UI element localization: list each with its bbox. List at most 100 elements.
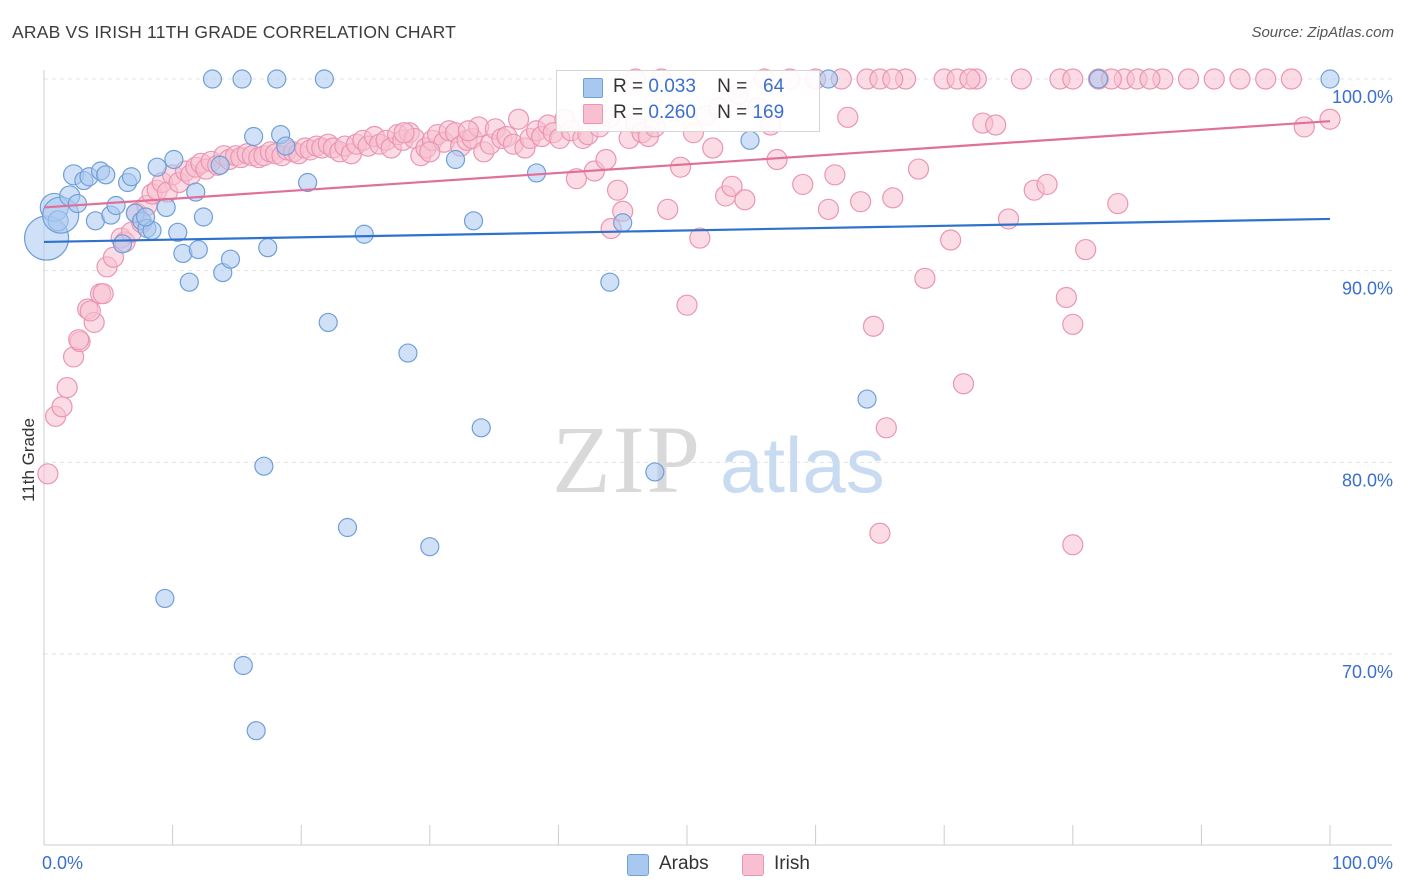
irish-point-128 — [837, 106, 859, 128]
arab-point-41 — [314, 69, 334, 89]
y-tick-labels: 70.0% 80.0% 90.0% 100.0% — [1332, 87, 1393, 682]
arab-point-44 — [354, 224, 374, 244]
y-axis-label: 11th Grade — [19, 418, 38, 502]
arab-point-39 — [276, 136, 296, 156]
irish-point-133 — [882, 187, 904, 209]
irish-point-118 — [734, 189, 756, 211]
irish-point-135 — [907, 158, 930, 180]
irish-point-149 — [1055, 286, 1077, 309]
arabs-n-value: 64 — [763, 76, 785, 97]
irish-point-145 — [1010, 68, 1032, 90]
irish-point-151 — [1075, 238, 1097, 261]
arabs-r-label: R = — [613, 76, 644, 97]
arab-point-35 — [244, 126, 264, 147]
irish-point-0 — [37, 463, 59, 485]
watermark-zip: ZIP — [552, 406, 702, 513]
irish-point-147 — [1036, 173, 1058, 196]
irish-point-157 — [1177, 68, 1200, 90]
arab-point-30 — [202, 69, 223, 89]
irish-point-106 — [657, 198, 679, 220]
irish-point-143 — [985, 114, 1007, 136]
series-arabs — [23, 69, 1340, 741]
axes — [43, 70, 1392, 846]
arab-point-63 — [740, 130, 760, 150]
arab-point-16 — [121, 167, 142, 187]
irish-point-111 — [689, 227, 711, 249]
irish-point-178 — [92, 283, 114, 305]
irish-point-179 — [79, 300, 101, 322]
irish-legend-label: Irish — [774, 853, 810, 874]
irish-point-109 — [676, 294, 698, 316]
arab-point-11 — [96, 165, 116, 185]
irish-point-123 — [792, 173, 814, 196]
arab-point-13 — [106, 195, 126, 216]
irish-point-158 — [1203, 68, 1225, 90]
arab-point-14 — [112, 234, 133, 254]
arab-point-6 — [67, 193, 88, 214]
irish-point-177 — [419, 141, 441, 163]
irish-point-140 — [952, 373, 975, 395]
arab-point-51 — [600, 272, 620, 292]
y-tick-label-70: 70.0% — [1342, 662, 1393, 682]
irish-point-126 — [824, 164, 846, 186]
irish-point-161 — [1280, 68, 1303, 90]
y-tick-label-80: 80.0% — [1342, 470, 1393, 490]
arab-point-26 — [179, 272, 199, 292]
arab-point-22 — [156, 197, 176, 218]
arab-point-56 — [1088, 69, 1109, 89]
arab-point-49 — [471, 418, 491, 438]
irish-point-113 — [702, 137, 724, 159]
irish-legend-swatch — [742, 854, 764, 876]
arab-point-61 — [155, 588, 175, 609]
stats-legend: R = 0.033 N = 64 R = 0.260 N = 169 — [556, 70, 820, 132]
irish-point-96 — [595, 148, 617, 171]
x-tick-label-min: 0.0% — [42, 853, 83, 873]
x-tick-label-max: 100.0% — [1332, 853, 1393, 873]
irish-point-171 — [882, 68, 904, 90]
chart-source: Source: ZipAtlas.com — [1251, 24, 1394, 41]
irish-point-169 — [1139, 68, 1161, 90]
irish-swatch — [583, 104, 603, 124]
arab-point-48 — [463, 211, 484, 231]
arab-point-59 — [233, 655, 253, 676]
arab-point-34 — [232, 69, 252, 89]
irish-point-81 — [507, 108, 530, 130]
irish-point-136 — [914, 267, 936, 289]
arab-point-60 — [246, 721, 266, 741]
arab-point-43 — [337, 517, 358, 538]
arab-point-45 — [398, 343, 418, 363]
y-tick-label-90: 90.0% — [1342, 279, 1393, 299]
irish-point-98 — [606, 179, 629, 201]
irish-n-value: 169 — [752, 102, 785, 123]
watermark: ZIP atlas — [552, 406, 885, 513]
irish-point-165 — [1062, 534, 1084, 556]
arabs-trend-line — [43, 217, 1331, 244]
arab-point-53 — [645, 462, 665, 482]
irish-point-3 — [56, 376, 78, 399]
series-irish — [37, 68, 1341, 556]
irish-point-91 — [565, 168, 588, 190]
y-tick-label-100: 100.0% — [1332, 87, 1393, 107]
irish-point-170 — [959, 68, 981, 90]
irish-point-129 — [850, 191, 872, 213]
arab-point-57 — [1320, 69, 1340, 89]
arabs-swatch — [583, 78, 603, 98]
irish-r-label: R = — [613, 102, 644, 123]
arabs-r-value: 0.033 — [648, 76, 696, 97]
irish-point-162 — [1293, 116, 1315, 138]
irish-point-166 — [875, 417, 897, 439]
chart-title: ARAB VS IRISH 11TH GRADE CORRELATION CHA… — [12, 22, 457, 42]
irish-point-175 — [393, 122, 415, 144]
irish-point-159 — [1229, 68, 1251, 90]
irish-point-2 — [51, 396, 73, 418]
arab-point-55 — [857, 389, 877, 409]
arab-point-46 — [420, 537, 440, 557]
irish-point-108 — [669, 156, 692, 178]
arab-point-42 — [318, 312, 338, 333]
arabs-legend-swatch — [627, 854, 649, 876]
arab-point-28 — [188, 239, 208, 260]
irish-point-138 — [940, 229, 962, 251]
arab-point-58 — [254, 456, 274, 476]
irish-point-164 — [869, 522, 891, 544]
